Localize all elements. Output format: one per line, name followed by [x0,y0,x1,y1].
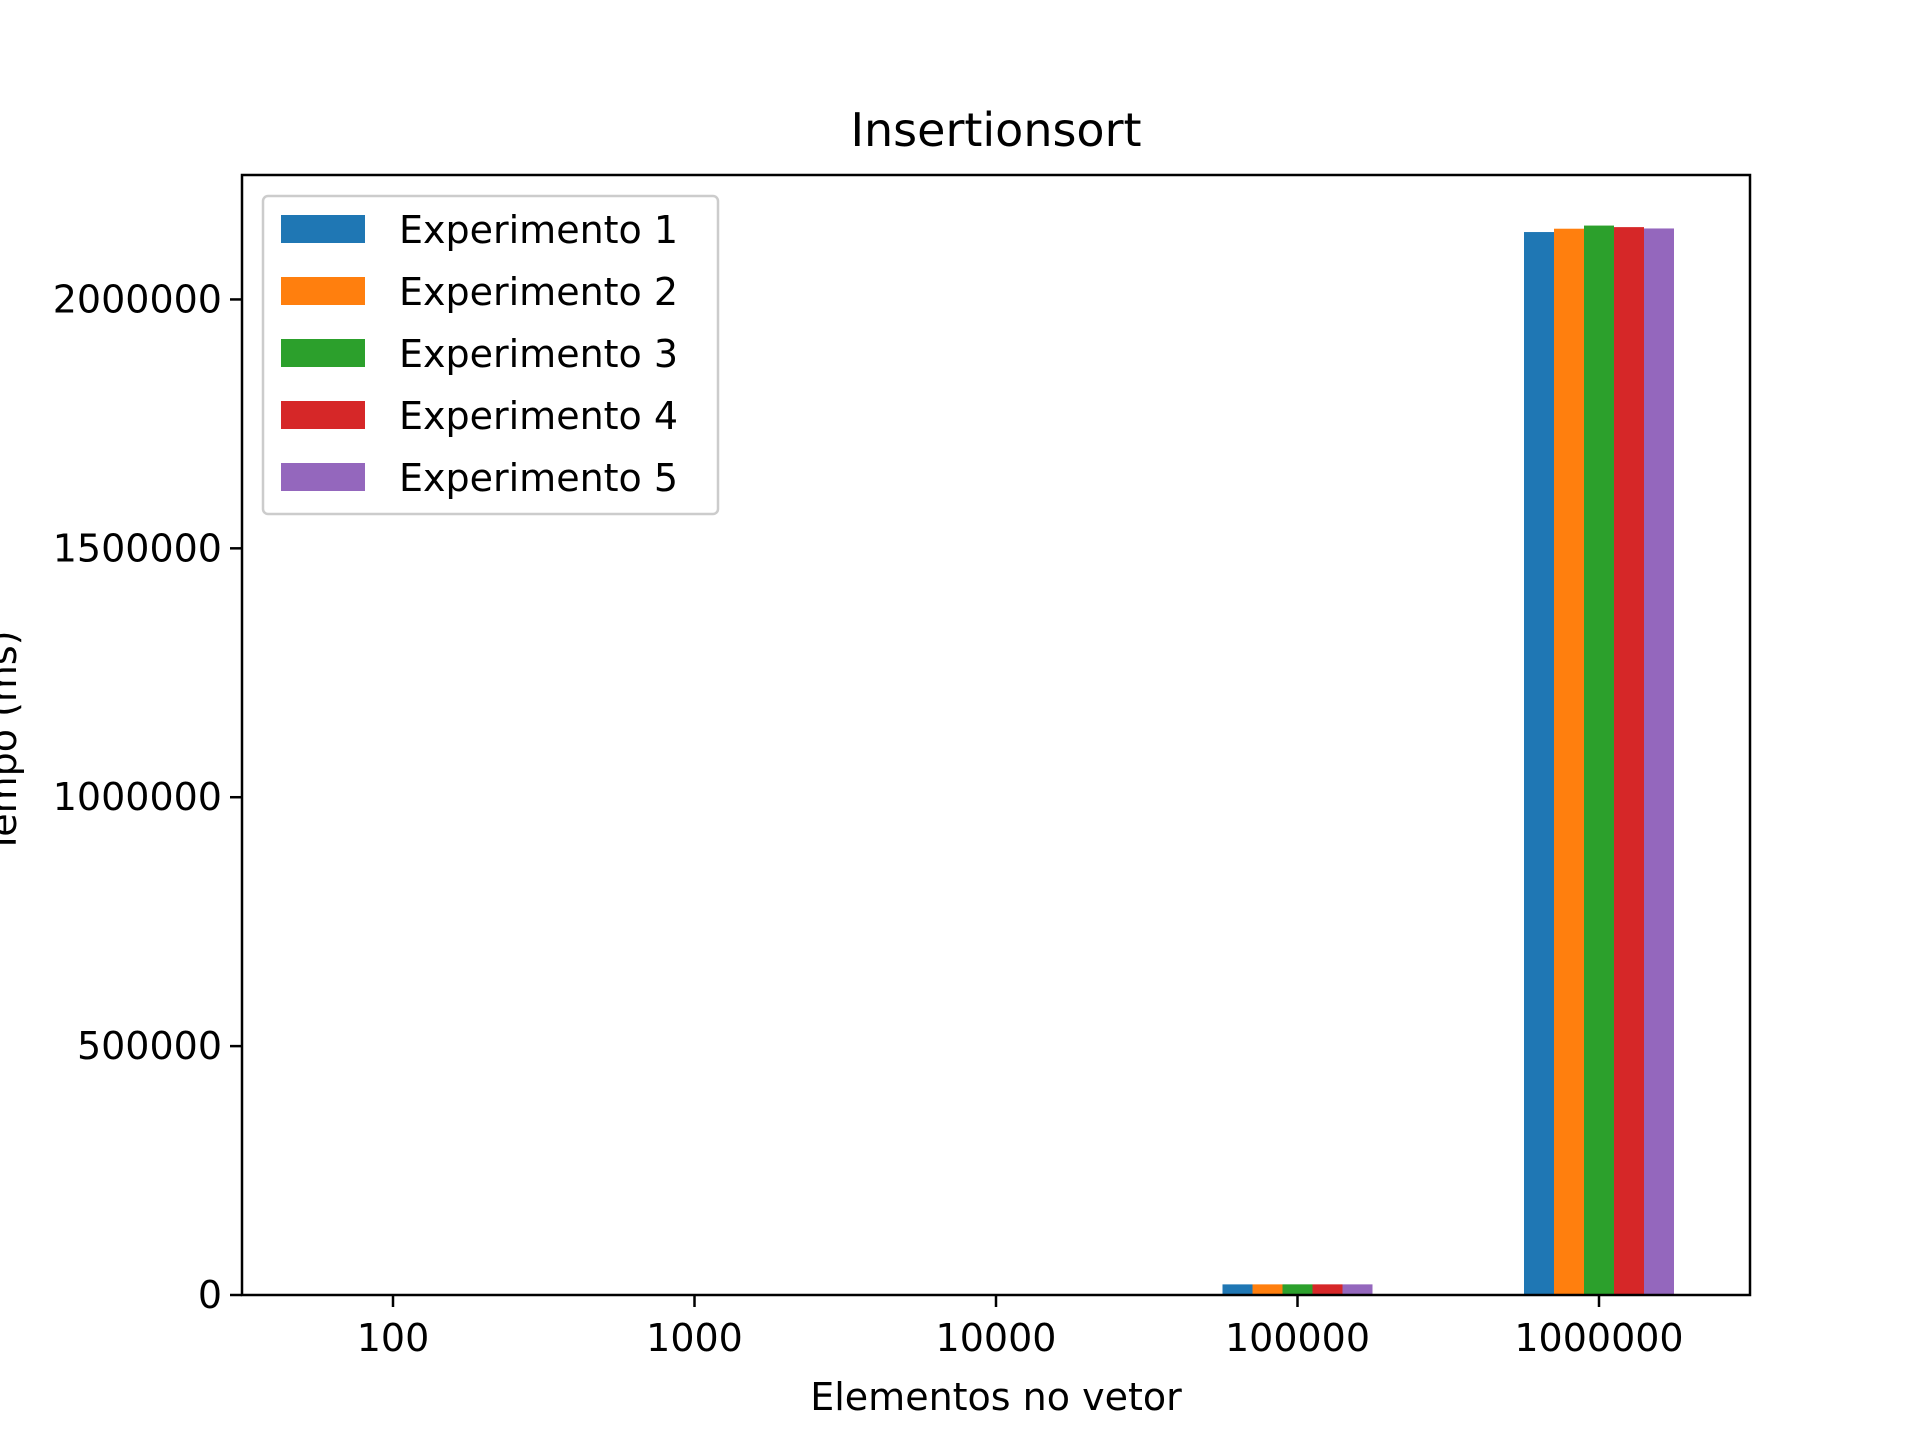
y-tick-label: 0 [198,1273,222,1317]
bar-series-4-100000 [1313,1284,1343,1295]
x-tick-label: 1000000 [1514,1316,1683,1360]
x-tick-label: 10000 [936,1316,1057,1360]
bar-series-5-1000000 [1644,228,1674,1295]
legend-label-3: Experimento 3 [399,332,678,376]
bar-series-2-1000000 [1554,229,1584,1295]
y-tick-label: 500000 [77,1024,222,1068]
bar-series-3-1000000 [1584,226,1614,1295]
bar-series-4-1000000 [1614,227,1644,1295]
bar-series-1-1000000 [1524,232,1554,1295]
y-tick-label: 2000000 [53,277,222,321]
x-tick-label: 100 [357,1316,430,1360]
x-tick-label: 100000 [1225,1316,1370,1360]
legend-swatch-4 [281,401,365,429]
legend: Experimento 1 Experimento 2 Experimento 3 E… [263,196,718,514]
bar-series-1-100000 [1223,1284,1253,1295]
x-axis-label: Elementos no vetor [810,1375,1182,1419]
x-tick-label: 1000 [646,1316,743,1360]
y-tick-label: 1500000 [53,526,222,570]
legend-label-2: Experimento 2 [399,270,678,314]
bar-series-3-100000 [1283,1284,1313,1295]
bar-series-2-100000 [1253,1284,1283,1295]
y-tick-label: 1000000 [53,775,222,819]
legend-swatch-1 [281,215,365,243]
bar-series-5-100000 [1343,1284,1373,1295]
legend-swatch-2 [281,277,365,305]
legend-swatch-5 [281,463,365,491]
legend-label-1: Experimento 1 [399,208,678,252]
legend-label-4: Experimento 4 [399,394,678,438]
legend-swatch-3 [281,339,365,367]
legend-label-5: Experimento 5 [399,456,678,500]
y-axis-label: Tempo (ms) [0,630,25,854]
chart-title: Insertionsort [850,103,1141,157]
